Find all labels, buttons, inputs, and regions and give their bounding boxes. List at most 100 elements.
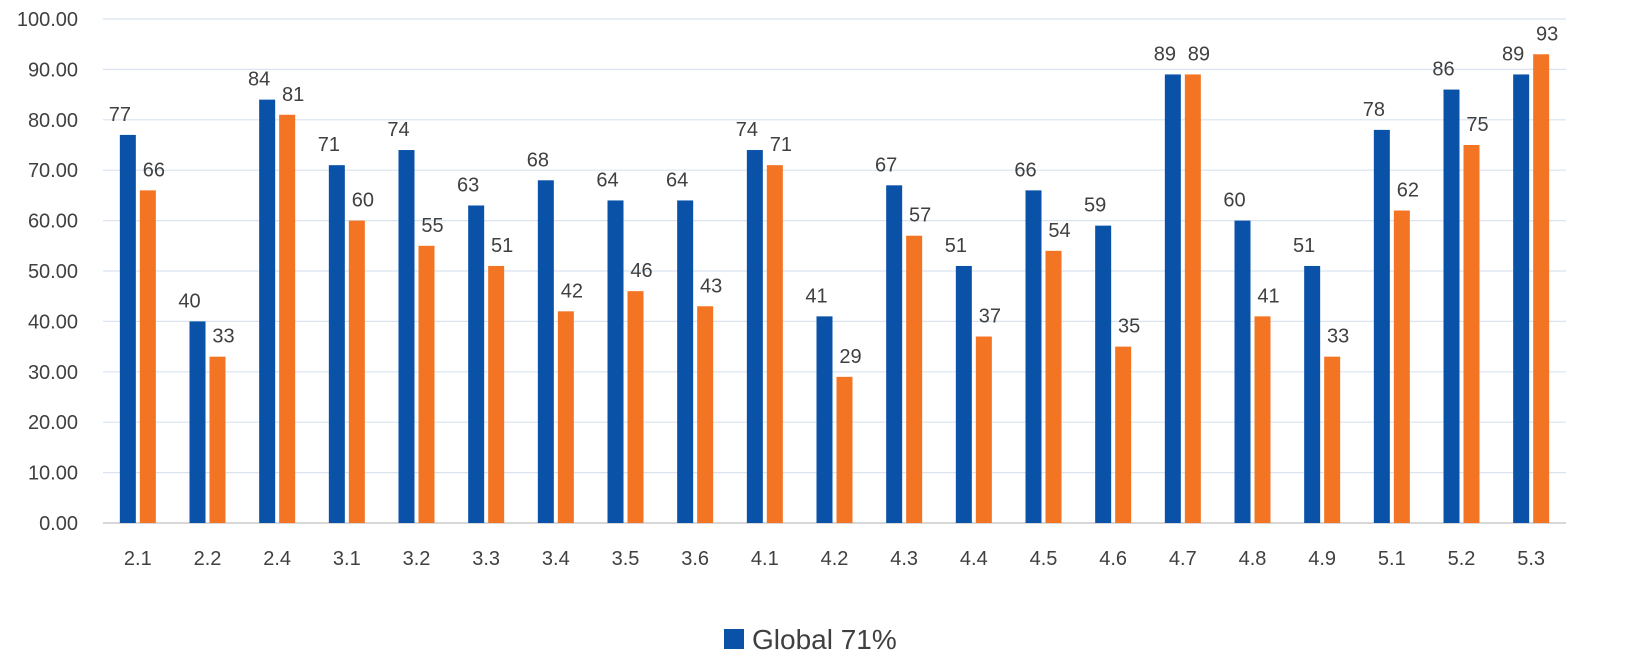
- bar-global: [1234, 220, 1251, 523]
- data-label-global: 59: [1084, 195, 1106, 217]
- y-tick-label: 90.00: [28, 59, 78, 81]
- data-label-global: 64: [596, 169, 618, 191]
- data-label-series-2: 55: [421, 215, 443, 237]
- data-label-series-2: 37: [979, 306, 1001, 328]
- bar-series-2: [418, 245, 435, 524]
- x-tick-label: 5.1: [1378, 548, 1406, 570]
- data-label-global: 89: [1154, 43, 1176, 65]
- bar-global: [1443, 89, 1460, 523]
- data-label-global: 68: [527, 149, 549, 171]
- data-label-series-2: 57: [909, 205, 931, 227]
- bar-global: [189, 321, 206, 523]
- x-tick-label: 4.8: [1239, 548, 1267, 570]
- y-tick-label: 60.00: [28, 211, 78, 233]
- data-label-global: 89: [1502, 43, 1524, 65]
- data-label-global: 40: [178, 290, 200, 312]
- bar-series-2: [488, 265, 505, 523]
- data-label-global: 67: [875, 154, 897, 176]
- bar-global: [607, 200, 624, 523]
- data-label-global: 51: [1293, 235, 1315, 257]
- bar-global: [955, 265, 972, 523]
- gridlines: [103, 18, 1566, 524]
- x-tick-label: 3.4: [542, 548, 570, 570]
- data-label-global: 84: [248, 69, 270, 91]
- data-label-series-2: 43: [700, 275, 722, 297]
- bar-global: [468, 205, 485, 524]
- bar-global: [1304, 265, 1321, 523]
- data-label-series-2: 51: [491, 235, 513, 257]
- x-tick-label: 3.1: [333, 548, 361, 570]
- x-tick-label: 4.5: [1030, 548, 1058, 570]
- bars: [119, 54, 1550, 524]
- bar-global: [328, 165, 345, 523]
- data-label-series-2: 33: [212, 326, 234, 348]
- data-label-global: 41: [805, 285, 827, 307]
- y-axis-ticks: 0.00 10.00 20.00 30.00 40.00 50.00 60.00 70.00 8…: [17, 9, 78, 535]
- bar-series-2: [1184, 74, 1201, 523]
- bar-global: [746, 150, 763, 524]
- data-label-series-2: 41: [1257, 285, 1279, 307]
- bar-series-2: [975, 336, 992, 523]
- x-tick-label: 3.3: [472, 548, 500, 570]
- bar-series-2: [139, 190, 156, 524]
- x-tick-label: 2.2: [194, 548, 222, 570]
- bar-global: [1373, 129, 1390, 523]
- bar-global: [677, 200, 694, 523]
- data-label-series-2: 54: [1048, 220, 1070, 242]
- x-tick-label: 3.5: [612, 548, 640, 570]
- y-tick-label: 0.00: [39, 513, 78, 535]
- bar-series-2: [1045, 250, 1062, 523]
- x-axis-ticks: 2.1 2.2 2.4 3.1 3.2 3.3 3.4 3.5 3.6 4.1 4.2 4.3 4.4 4…: [124, 548, 1545, 570]
- data-label-series-2: 62: [1397, 180, 1419, 202]
- y-tick-label: 50.00: [28, 261, 78, 283]
- bar-series-2: [1393, 210, 1410, 523]
- data-label-series-2: 81: [282, 84, 304, 106]
- bar-series-2: [1533, 54, 1550, 523]
- x-tick-label: 4.9: [1308, 548, 1336, 570]
- x-tick-label: 4.6: [1099, 548, 1127, 570]
- y-tick-label: 100.00: [17, 9, 78, 31]
- y-tick-label: 70.00: [28, 160, 78, 182]
- data-label-series-2: 93: [1536, 23, 1558, 45]
- legend-label: Global 71%: [752, 624, 897, 655]
- data-labels: 77 66 40 33 84 81 71 60 74 55 63 51 68 42 64 46 64 43 74 71…: [109, 23, 1559, 368]
- data-label-global: 51: [945, 235, 967, 257]
- bar-series-2: [209, 356, 226, 523]
- x-tick-label: 3.6: [681, 548, 709, 570]
- bar-series-2: [1115, 346, 1132, 523]
- data-label-global: 74: [387, 119, 409, 141]
- y-tick-label: 30.00: [28, 362, 78, 384]
- bar-series-2: [557, 311, 574, 523]
- bar-global: [398, 150, 415, 524]
- x-tick-label: 5.3: [1517, 548, 1545, 570]
- data-label-global: 71: [318, 134, 340, 156]
- x-tick-label: 3.2: [403, 548, 431, 570]
- bar-global: [537, 180, 554, 523]
- y-tick-label: 40.00: [28, 311, 78, 333]
- x-tick-label: 2.1: [124, 548, 152, 570]
- bar-series-2: [766, 165, 783, 523]
- bar-global: [259, 99, 276, 523]
- data-label-series-2: 75: [1466, 114, 1488, 136]
- x-tick-label: 5.2: [1448, 548, 1476, 570]
- data-label-global: 60: [1223, 190, 1245, 212]
- bar-global: [1513, 74, 1530, 523]
- x-tick-label: 4.1: [751, 548, 779, 570]
- x-tick-label: 4.4: [960, 548, 988, 570]
- legend: Global 71%: [724, 624, 897, 655]
- bar-series-2: [1463, 145, 1480, 523]
- data-label-global: 66: [1014, 159, 1036, 181]
- legend-swatch: [724, 629, 744, 649]
- bar-series-2: [836, 376, 853, 523]
- bar-global: [1164, 74, 1181, 523]
- data-label-global: 86: [1432, 59, 1454, 81]
- data-label-global: 78: [1363, 99, 1385, 121]
- y-tick-label: 10.00: [28, 463, 78, 485]
- x-tick-label: 4.7: [1169, 548, 1197, 570]
- x-tick-label: 4.2: [821, 548, 849, 570]
- data-label-series-2: 46: [630, 260, 652, 282]
- bar-series-2: [348, 220, 365, 523]
- data-label-series-2: 29: [839, 346, 861, 368]
- bar-series-2: [1324, 356, 1341, 523]
